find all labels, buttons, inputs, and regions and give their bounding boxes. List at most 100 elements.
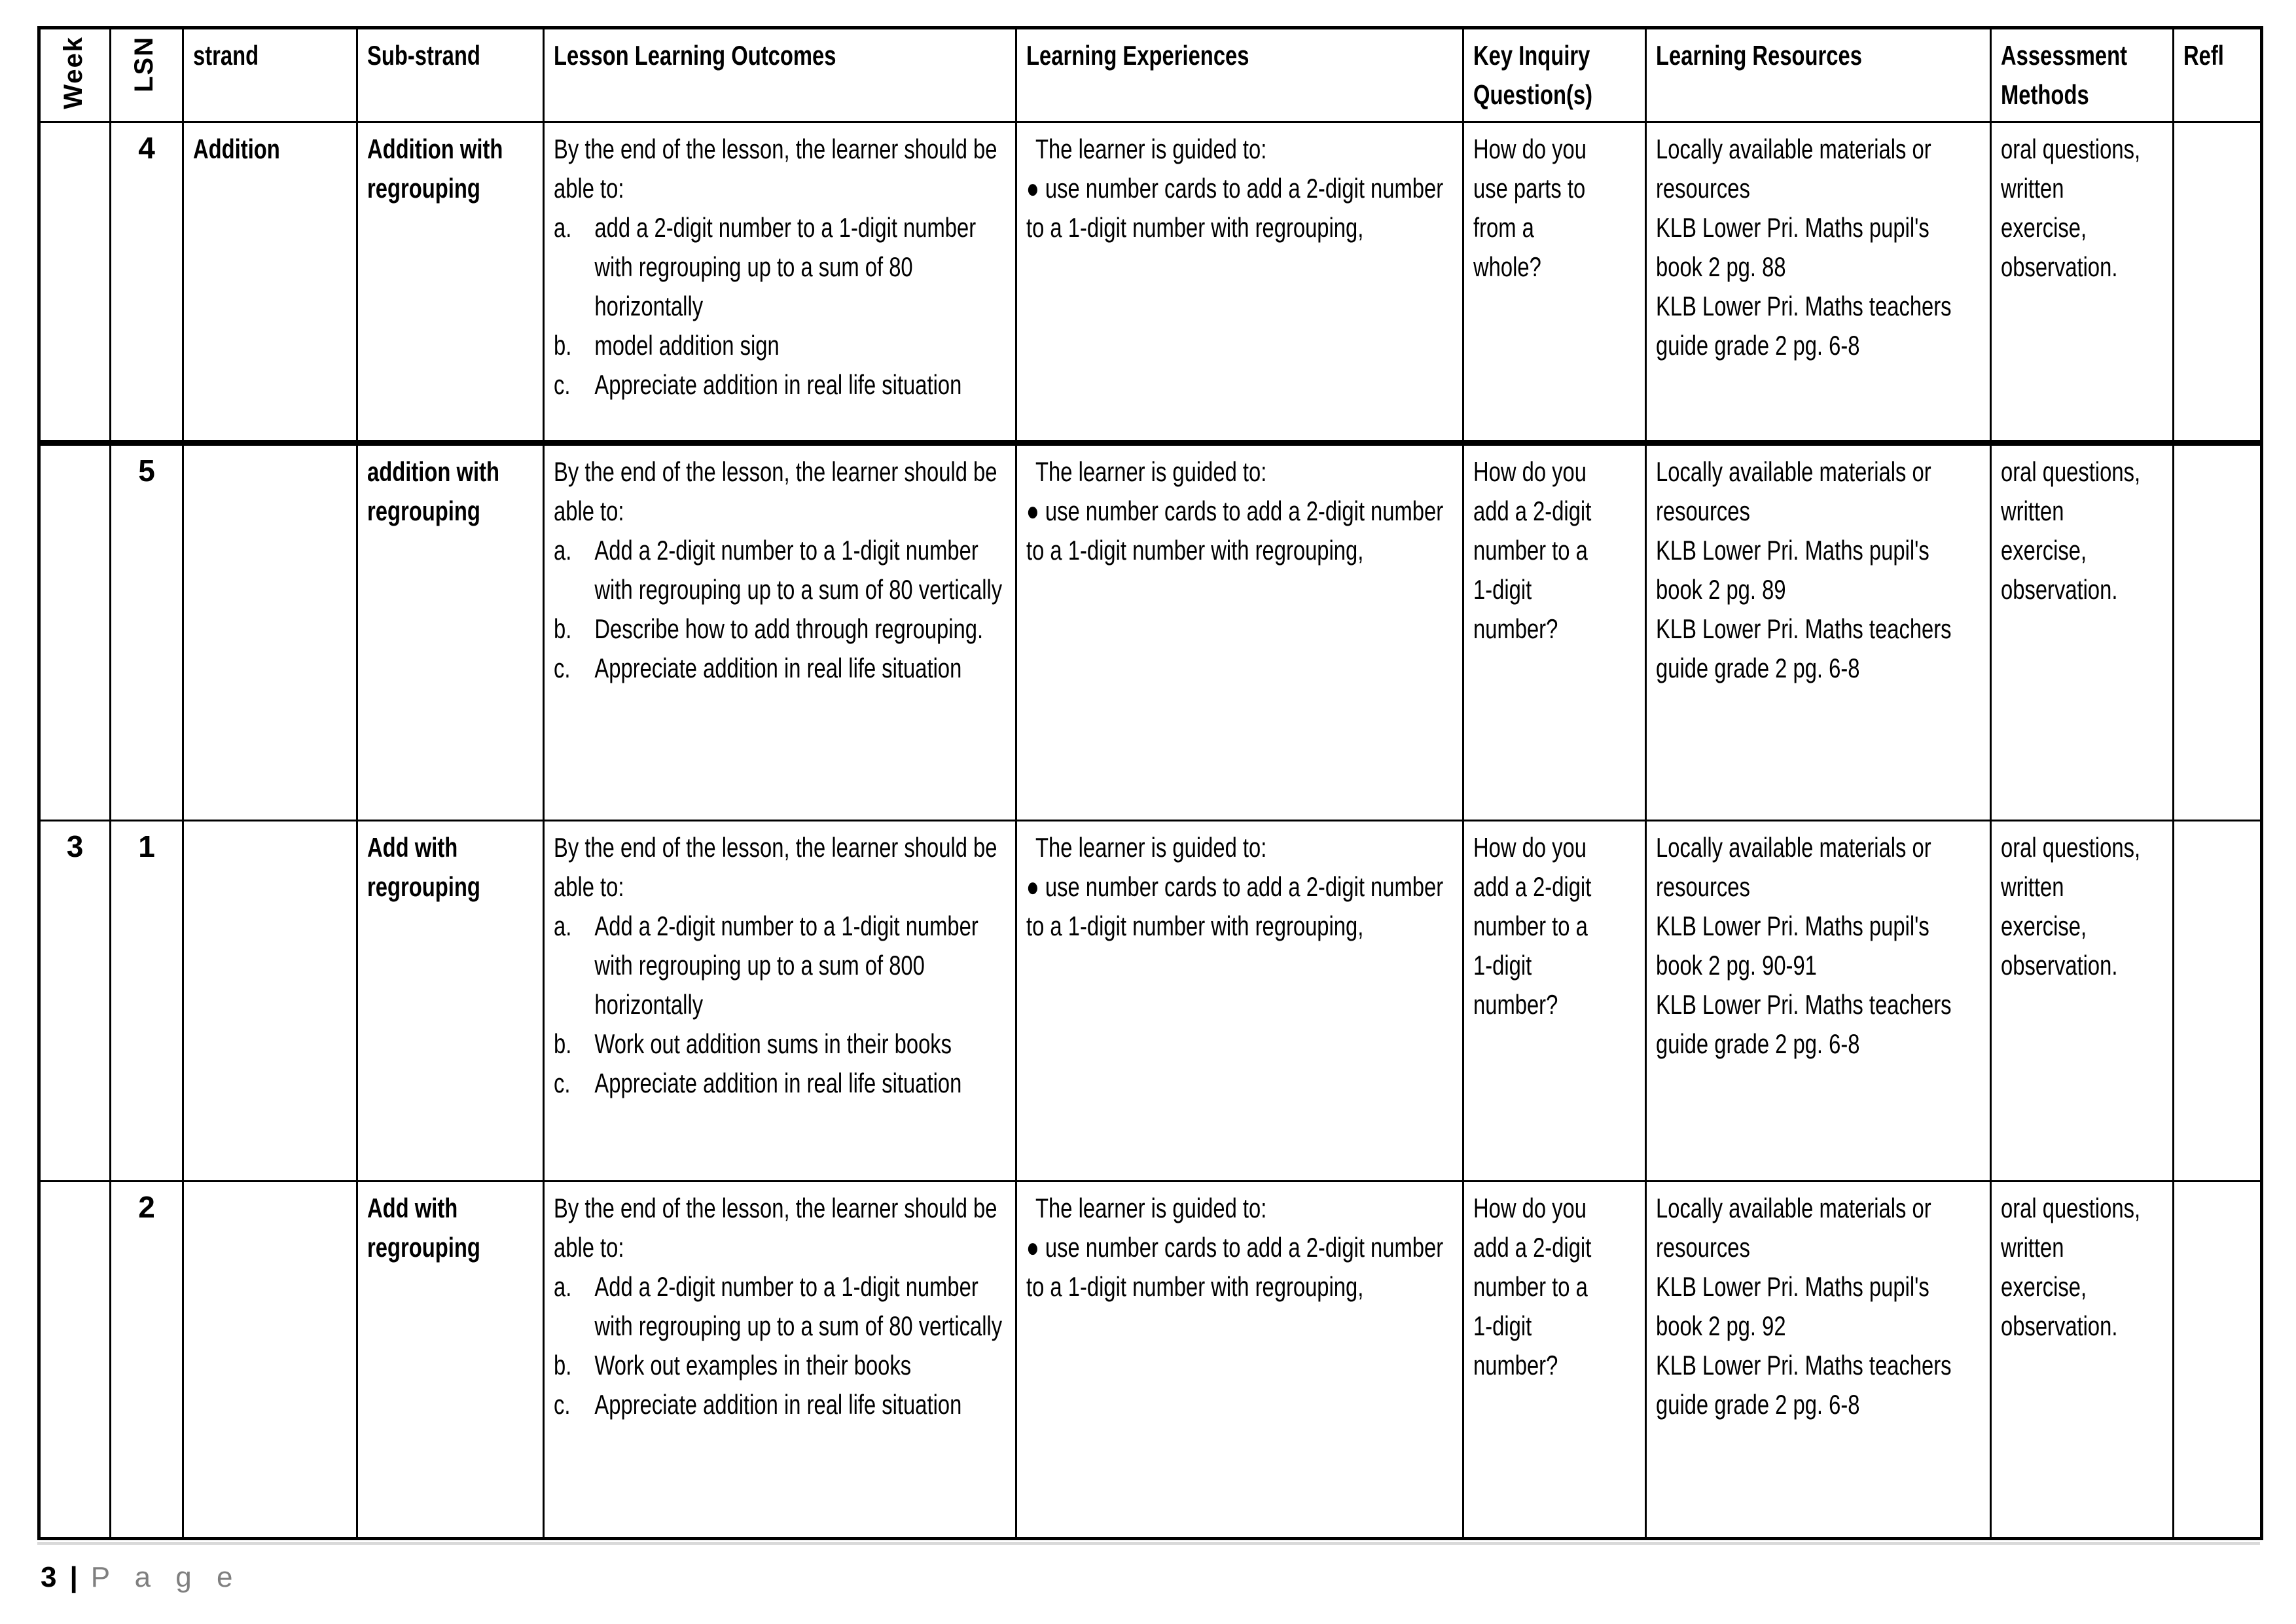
cell-inquiry: How do you add a 2-digit number to a 1-d…	[1462, 440, 1647, 821]
cell-outcomes: By the end of the lesson, the learner sh…	[543, 1180, 1017, 1540]
assessment-line: exercise,	[2001, 911, 2087, 941]
resources-header-label: Learning Resources	[1656, 40, 1862, 71]
outcome-item: b. Work out addition sums in their books	[554, 1024, 1006, 1064]
strand-value: Addition	[193, 134, 280, 164]
assessment-line: written	[2001, 871, 2064, 902]
outcomes-preamble: By the end of the lesson, the learner sh…	[554, 134, 997, 204]
assessment-line: observation.	[2001, 251, 2118, 282]
outcome-item-text: Work out examples in their books	[594, 1350, 912, 1380]
outcome-item-label: c.	[554, 369, 571, 400]
inquiry-line: number?	[1473, 613, 1558, 644]
cell-outcomes: By the end of the lesson, the learner sh…	[543, 820, 1017, 1182]
cell-inquiry: How do you use parts to from a whole?	[1462, 121, 1647, 444]
outcome-item-text: Appreciate addition in real life situati…	[594, 369, 962, 400]
sub-strand-header-label: Sub-strand	[367, 40, 480, 71]
experiences-intro: The learner is guided to:	[1035, 832, 1267, 863]
inquiry-line: number?	[1473, 1350, 1558, 1380]
col-header-strand: strand	[182, 27, 358, 123]
cell-strand	[182, 820, 358, 1182]
resource-item: Locally available materials or resources	[1656, 1193, 1931, 1263]
cell-lsn: 4	[109, 121, 184, 444]
resource-item: KLB Lower Pri. Maths teachers guide grad…	[1656, 989, 1952, 1059]
sub-strand-value: Addition with regrouping	[367, 134, 503, 204]
cell-assessment: oral questions, written exercise, observ…	[1990, 820, 2174, 1182]
cell-resources: Locally available materials or resources…	[1645, 440, 1992, 821]
col-header-refl: Refl	[2172, 27, 2263, 123]
outcome-item-label: b.	[554, 1350, 572, 1380]
scheme-of-work-table: Week LSN strand Sub-strand Lesson Learni…	[37, 26, 2263, 1540]
outcome-item-label: c.	[554, 1068, 571, 1098]
outcome-item-text: Add a 2-digit number to a 1-digit number…	[594, 535, 1003, 605]
col-header-experiences: Learning Experiences	[1015, 27, 1464, 123]
outcome-item-label: c.	[554, 653, 571, 683]
outcome-item-text: Appreciate addition in real life situati…	[594, 1068, 962, 1098]
cell-week	[38, 121, 111, 444]
col-header-week: Week	[38, 27, 111, 123]
cell-sub-strand: addition with regrouping	[356, 440, 545, 821]
outcome-item: c. Appreciate addition in real life situ…	[554, 649, 1006, 688]
outcomes-preamble: By the end of the lesson, the learner sh…	[554, 832, 997, 902]
outcome-item: a. add a 2-digit number to a 1-digit num…	[554, 208, 1006, 326]
footer-separator: |	[69, 1561, 78, 1593]
outcome-item-label: b.	[554, 1028, 572, 1059]
outcome-item-text: add a 2-digit number to a 1-digit number…	[594, 212, 977, 321]
outcome-item: a. Add a 2-digit number to a 1-digit num…	[554, 907, 1006, 1024]
assessment-line: observation.	[2001, 950, 2118, 981]
resource-item: KLB Lower Pri. Maths pupil's book 2 pg. …	[1656, 535, 1929, 605]
inquiry-line: from a	[1473, 212, 1534, 243]
outcome-item: a. Add a 2-digit number to a 1-digit num…	[554, 531, 1006, 609]
table-row: 3 1 Add with regrouping By the end of th…	[38, 820, 2263, 1182]
assessment-line: written	[2001, 1232, 2064, 1263]
assessment-line: oral questions,	[2001, 832, 2141, 863]
cell-assessment: oral questions, written exercise, observ…	[1990, 440, 2174, 821]
inquiry-line: 1-digit	[1473, 1310, 1532, 1341]
inquiry-line: 1-digit	[1473, 950, 1532, 981]
outcome-item-text: Appreciate addition in real life situati…	[594, 653, 962, 683]
inquiry-line: use parts to	[1473, 173, 1586, 204]
outcome-item-text: Describe how to add through regrouping.	[594, 613, 984, 644]
strand-header-label: strand	[193, 40, 259, 71]
assessment-line: oral questions,	[2001, 134, 2141, 164]
outcome-item-label: a.	[554, 911, 572, 941]
cell-sub-strand: Add with regrouping	[356, 1180, 545, 1540]
sub-strand-value: Add with regrouping	[367, 832, 480, 902]
cell-lsn: 2	[109, 1180, 184, 1540]
cell-outcomes: By the end of the lesson, the learner sh…	[543, 440, 1017, 821]
assessment-line: written	[2001, 496, 2064, 526]
footer-divider	[37, 1542, 2260, 1545]
outcome-item-text: Add a 2-digit number to a 1-digit number…	[594, 911, 978, 1020]
col-header-outcomes: Lesson Learning Outcomes	[543, 27, 1017, 123]
sub-strand-value: addition with regrouping	[367, 456, 499, 526]
col-header-sub-strand: Sub-strand	[356, 27, 545, 123]
inquiry-line: How do you	[1473, 832, 1587, 863]
cell-refl	[2172, 440, 2263, 821]
resource-item: KLB Lower Pri. Maths teachers guide grad…	[1656, 613, 1952, 683]
cell-resources: Locally available materials or resources…	[1645, 1180, 1992, 1540]
lsn-header-label: LSN	[130, 36, 158, 92]
outcome-item-text: Appreciate addition in real life situati…	[594, 1389, 962, 1420]
inquiry-line: number to a	[1473, 1271, 1588, 1302]
lsn-value: 2	[138, 1190, 155, 1224]
outcomes-preamble: By the end of the lesson, the learner sh…	[554, 456, 997, 526]
week-value: 3	[66, 829, 84, 863]
resource-item: KLB Lower Pri. Maths teachers guide grad…	[1656, 291, 1952, 361]
inquiry-line: add a 2-digit	[1473, 1232, 1592, 1263]
experiences-header-label: Learning Experiences	[1026, 40, 1249, 71]
assessment-line: observation.	[2001, 1310, 2118, 1341]
outcome-item-label: b.	[554, 330, 572, 361]
cell-experiences: The learner is guided to: ● use number c…	[1015, 1180, 1464, 1540]
outcome-item-label: a.	[554, 1271, 572, 1302]
outcome-item-label: b.	[554, 613, 572, 644]
cell-refl	[2172, 1180, 2263, 1540]
cell-strand	[182, 440, 358, 821]
cell-experiences: The learner is guided to: ● use number c…	[1015, 440, 1464, 821]
inquiry-header-label: Key Inquiry Question(s)	[1473, 40, 1593, 110]
inquiry-line: number?	[1473, 989, 1558, 1020]
assessment-line: exercise,	[2001, 212, 2087, 243]
inquiry-line: 1-digit	[1473, 574, 1532, 605]
cell-lsn: 5	[109, 440, 184, 821]
cell-inquiry: How do you add a 2-digit number to a 1-d…	[1462, 1180, 1647, 1540]
experiences-bullet: ● use number cards to add a 2-digit numb…	[1026, 173, 1444, 243]
cell-lsn: 1	[109, 820, 184, 1182]
resource-item: KLB Lower Pri. Maths pupil's book 2 pg. …	[1656, 911, 1929, 981]
